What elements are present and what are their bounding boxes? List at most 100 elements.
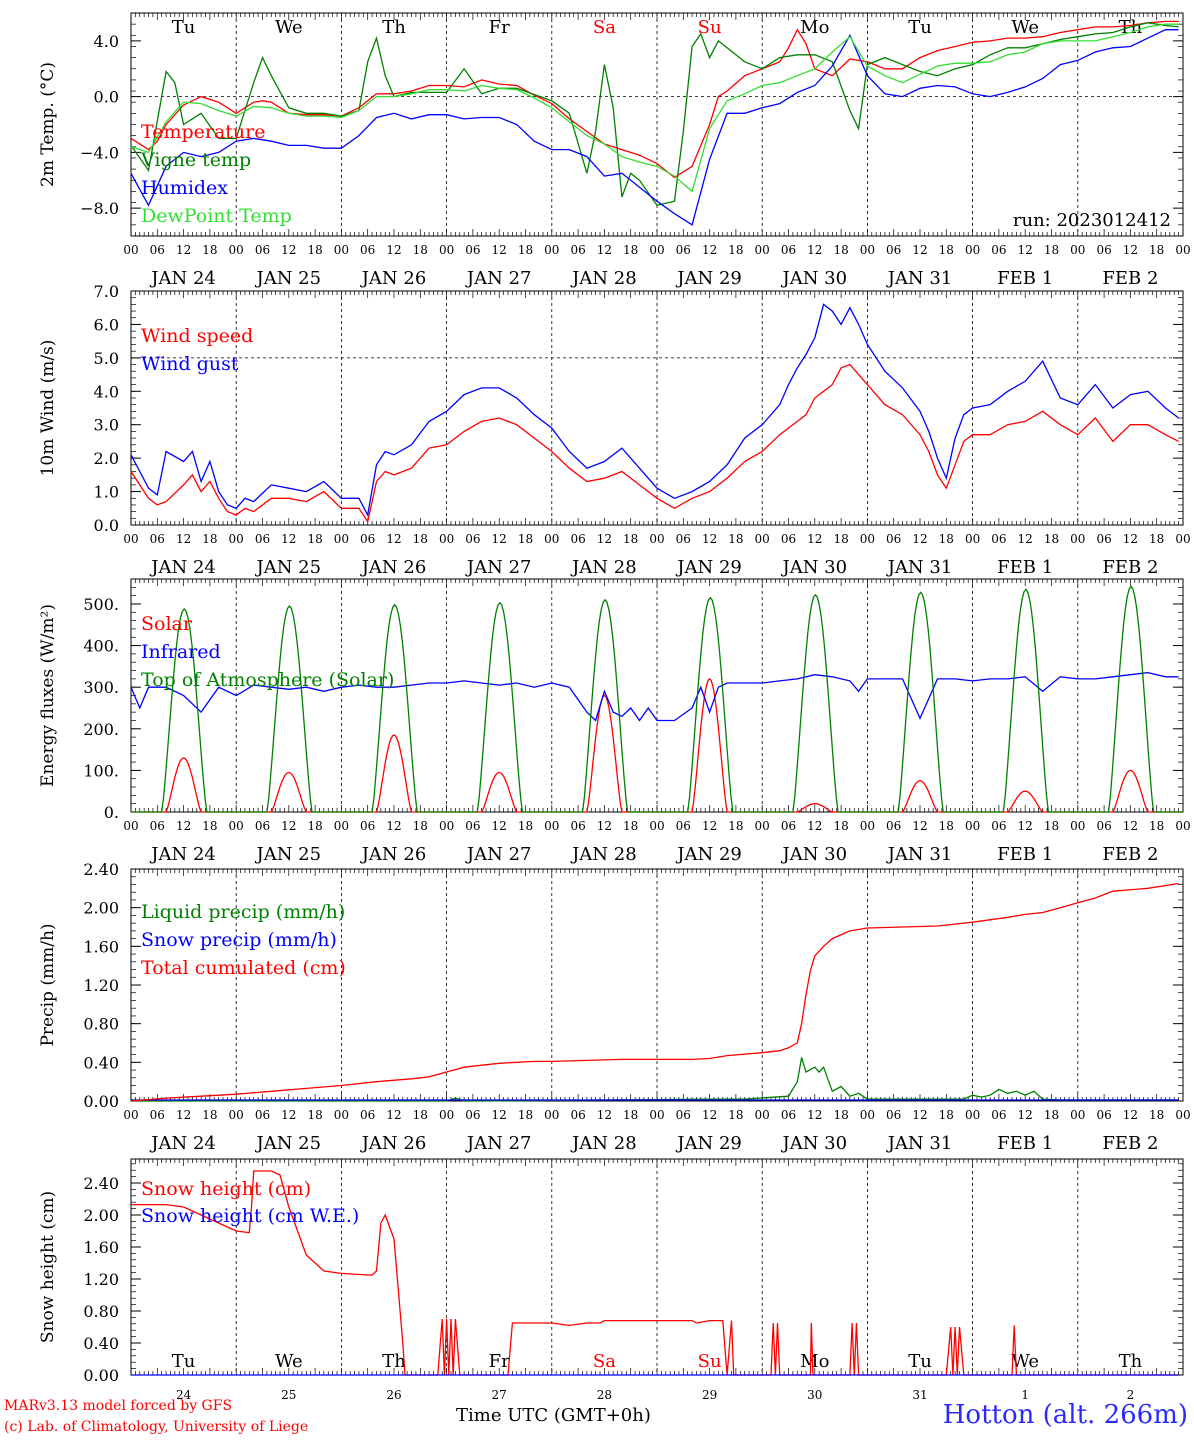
- legend-entry: Humidex: [141, 177, 228, 199]
- x-hour-label: 00: [544, 532, 559, 546]
- x-hour-label: 18: [833, 243, 848, 257]
- y-tick-label: 3.0: [94, 416, 119, 435]
- x-hour-label: 00: [755, 532, 770, 546]
- x-hour-label: 06: [255, 1108, 270, 1122]
- x-date-label: JAN 28: [570, 557, 637, 578]
- x-hour-label: 18: [939, 532, 954, 546]
- y-tick-label: 2.40: [83, 1174, 119, 1193]
- x-hour-label: 00: [439, 243, 454, 257]
- x-hour-label: 06: [570, 819, 585, 833]
- x-date-label: JAN 25: [255, 1133, 322, 1154]
- x-date-label: JAN 27: [465, 557, 532, 578]
- series-line-top-of-atmosphere-solar-: [131, 585, 1183, 813]
- y-tick-label: 2.00: [83, 1206, 119, 1225]
- x-hour-label: 18: [518, 532, 533, 546]
- x-hour-label: 00: [439, 819, 454, 833]
- y-tick-label: −8.0: [80, 199, 119, 218]
- x-date-label: JAN 30: [781, 844, 848, 865]
- weekday-label: Tu: [172, 1351, 196, 1372]
- x-date-label: JAN 24: [149, 844, 216, 865]
- x-hour-label: 06: [676, 819, 691, 833]
- x-hour-label: 06: [676, 1108, 691, 1122]
- x-hour-label: 00: [860, 243, 875, 257]
- x-hour-label: 12: [597, 819, 612, 833]
- series-line-snow-height-cm-: [131, 1170, 1179, 1376]
- y-axis-label: 2m Temp. (°C): [38, 62, 58, 187]
- x-hour-label: 06: [991, 819, 1006, 833]
- series-line-dewpoint-temp: [130, 23, 1179, 193]
- x-hour-label: 06: [676, 532, 691, 546]
- y-tick-label: 0.80: [83, 1015, 119, 1034]
- x-hour-label: 06: [150, 819, 165, 833]
- x-date-label: FEB 1: [997, 557, 1053, 578]
- x-hour-label: 12: [1123, 819, 1138, 833]
- x-date-label: JAN 30: [781, 268, 848, 289]
- y-tick-label: 4.0: [94, 32, 119, 51]
- weekday-label: Su: [698, 17, 722, 38]
- x-date-label: JAN 27: [465, 844, 532, 865]
- x-date-label: JAN 29: [675, 268, 742, 289]
- weekday-label: Th: [382, 1351, 406, 1372]
- legend-entry: Wind speed: [141, 325, 253, 347]
- y-tick-label: 0.00: [83, 1092, 119, 1111]
- series-line-humidex: [130, 29, 1179, 226]
- x-date-label: JAN 30: [781, 557, 848, 578]
- panel-2: 0.0 1.0 2.0 3.0 4.0 5.0 6.0 7.0 10m Wind (m/s) 00…: [38, 282, 1191, 578]
- x-hour-label: 18: [728, 243, 743, 257]
- y-tick-label: 4.0: [94, 382, 119, 401]
- x-hour-label: 06: [991, 243, 1006, 257]
- x-hour-label: 06: [991, 532, 1006, 546]
- x-hour-label: 12: [702, 1108, 717, 1122]
- y-tick-label: 0.40: [83, 1334, 119, 1353]
- x-hour-label: 12: [281, 532, 296, 546]
- legend-entry: Top of Atmosphere (Solar): [141, 669, 394, 691]
- x-date-label: JAN 29: [675, 557, 742, 578]
- x-day-number: 2: [1127, 1388, 1135, 1402]
- panel-5: 0.00 0.40 0.80 1.20 1.60 2.00 2.40 Snow height …: [38, 1158, 1184, 1402]
- x-hour-label: 06: [1096, 1108, 1111, 1122]
- x-hour-label: 12: [386, 243, 401, 257]
- x-hour-label: 00: [439, 532, 454, 546]
- weekday-label: Tu: [908, 17, 932, 38]
- y-axis-label: Precip (mm/h): [38, 923, 58, 1046]
- x-hour-label: 00: [1175, 1108, 1190, 1122]
- x-date-label: JAN 26: [360, 844, 427, 865]
- x-hour-label: 12: [807, 532, 822, 546]
- x-hour-label: 18: [1149, 243, 1164, 257]
- x-hour-label: 06: [570, 1108, 585, 1122]
- x-hour-label: 18: [1044, 243, 1059, 257]
- x-hour-label: 00: [544, 243, 559, 257]
- x-hour-label: 12: [492, 1108, 507, 1122]
- x-hour-label: 12: [1018, 819, 1033, 833]
- x-date-label: JAN 31: [886, 268, 953, 289]
- x-date-label: FEB 1: [997, 844, 1053, 865]
- x-date-label: FEB 1: [997, 1133, 1053, 1154]
- x-hour-label: 06: [255, 532, 270, 546]
- x-hour-label: 06: [150, 532, 165, 546]
- series-line-total-cumulated-cm-: [130, 882, 1179, 1102]
- weekday-label: We: [275, 1351, 303, 1372]
- x-hour-label: 18: [307, 1108, 322, 1122]
- x-hour-label: 18: [939, 1108, 954, 1122]
- x-date-label: FEB 1: [997, 268, 1053, 289]
- x-date-label: JAN 27: [465, 268, 532, 289]
- x-hour-label: 06: [360, 243, 375, 257]
- x-hour-label: 06: [886, 532, 901, 546]
- x-hour-label: 12: [1018, 532, 1033, 546]
- legend-entry: Vigne temp: [140, 149, 251, 171]
- x-date-label: JAN 29: [675, 844, 742, 865]
- x-hour-label: 12: [1123, 1108, 1138, 1122]
- x-hour-label: 00: [544, 819, 559, 833]
- x-hour-label: 00: [755, 819, 770, 833]
- x-hour-label: 12: [176, 532, 191, 546]
- legend-entry: Snow height (cm): [141, 1178, 311, 1200]
- y-tick-label: 2.0: [94, 449, 119, 468]
- x-hour-label: 06: [150, 1108, 165, 1122]
- legend-entry: Total cumulated (cm): [141, 957, 346, 979]
- x-hour-label: 12: [176, 1108, 191, 1122]
- x-hour-label: 12: [492, 243, 507, 257]
- x-hour-label: 00: [965, 819, 980, 833]
- x-hour-label: 00: [649, 532, 664, 546]
- x-hour-label: 12: [807, 819, 822, 833]
- x-hour-label: 00: [334, 819, 349, 833]
